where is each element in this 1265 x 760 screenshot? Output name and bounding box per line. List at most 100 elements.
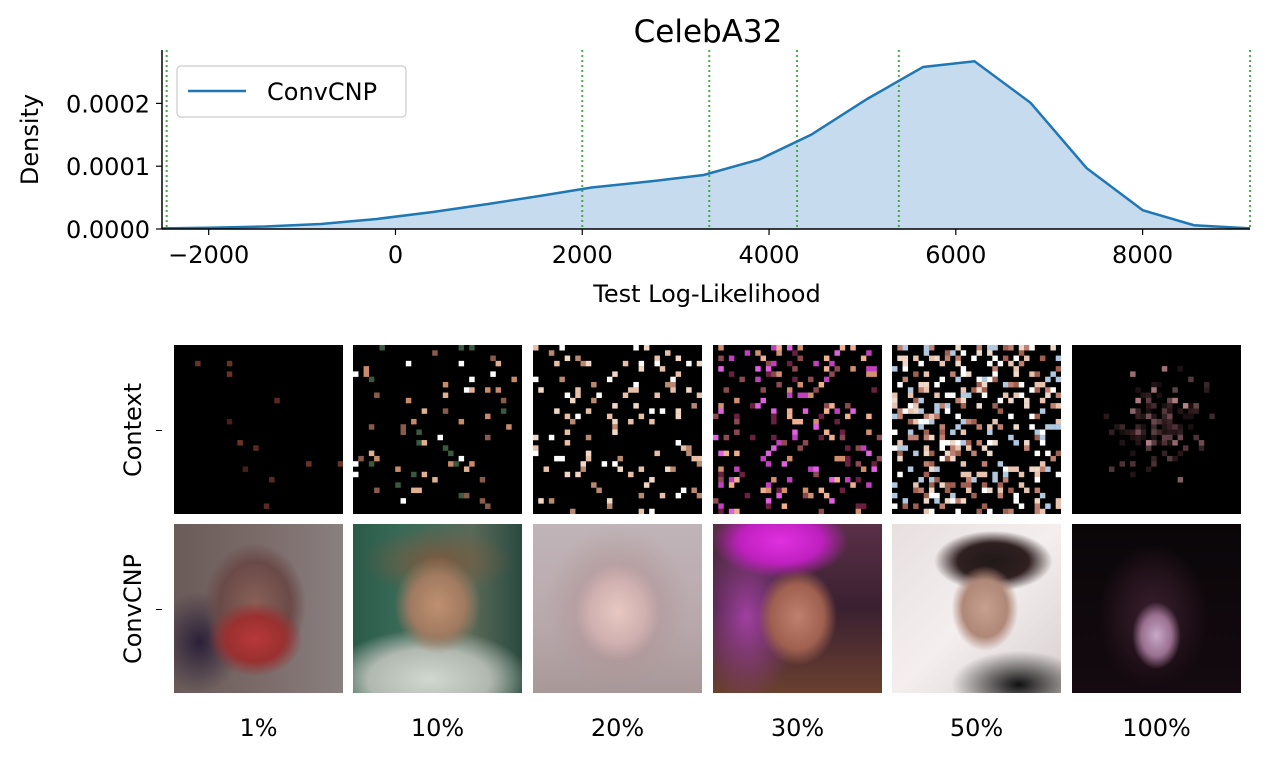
context-pixel <box>1024 440 1030 446</box>
context-pixel <box>960 392 967 399</box>
context-pixel <box>923 429 930 435</box>
context-pixel <box>734 413 740 420</box>
context-pixel <box>1055 355 1061 362</box>
context-pixel <box>554 360 560 367</box>
context-pixel <box>1135 413 1141 420</box>
context-pixel <box>1135 429 1141 435</box>
context-pixel <box>934 498 940 504</box>
context-pixel <box>585 360 592 367</box>
context-pixel <box>1029 424 1035 430</box>
context-pixel <box>834 350 840 356</box>
context-pixel <box>955 360 961 367</box>
context-pixel <box>992 418 998 425</box>
context-pixel <box>950 429 956 435</box>
context-pixel <box>902 355 909 362</box>
context-pixel <box>829 360 835 367</box>
context-pixel <box>765 366 772 372</box>
context-pixel <box>1177 434 1184 441</box>
context-pixel <box>923 445 930 451</box>
context-pixel <box>1209 413 1215 420</box>
context-pixel <box>928 434 935 441</box>
context-pixel <box>939 503 946 509</box>
context-pixel <box>713 498 719 504</box>
context-pixel <box>892 397 898 404</box>
context-pixel <box>781 487 788 494</box>
context-pixel <box>907 403 914 409</box>
context-pixel <box>696 455 702 462</box>
context-pixel <box>400 498 407 504</box>
context-pixel <box>923 498 930 504</box>
context-pixel <box>1167 455 1173 462</box>
context-pixel <box>686 445 692 451</box>
context-pixel <box>944 355 951 362</box>
context-pixel <box>855 461 862 467</box>
y-tick-label-0: 0.0000 <box>66 216 150 244</box>
context-pixel <box>918 487 924 494</box>
context-pixel <box>1034 498 1041 504</box>
context-pixel <box>1188 408 1194 414</box>
context-pixel <box>734 450 740 457</box>
context-pixel <box>923 434 930 441</box>
context-pixel <box>1188 413 1194 420</box>
context-pixel <box>839 434 846 441</box>
context-pixel <box>718 477 724 483</box>
context-pixel <box>934 477 940 483</box>
context-pixels <box>353 345 517 509</box>
context-pixel <box>1029 466 1035 472</box>
context-pixel <box>548 498 555 504</box>
context-pixel <box>1151 403 1157 409</box>
context-pixel <box>892 392 898 399</box>
context-pixel <box>997 482 1004 488</box>
context-pixel <box>1177 429 1184 435</box>
context-pixel <box>892 482 898 488</box>
context-pixel <box>939 429 946 435</box>
context-pixel <box>1161 450 1168 457</box>
context-pixel <box>1018 392 1025 399</box>
context-pixel <box>1167 408 1173 414</box>
context-pixel <box>680 487 687 494</box>
context-pixel <box>696 492 702 499</box>
context-pixel <box>437 434 443 441</box>
context-pixel <box>771 360 777 367</box>
context-pixel <box>897 450 903 457</box>
context-pixel <box>1135 440 1141 446</box>
context-pixel <box>950 350 956 356</box>
context-pixel <box>981 387 988 393</box>
context-pixel <box>987 345 993 351</box>
context-pixel <box>195 360 201 367</box>
context-pixel <box>897 445 903 451</box>
context-pixel <box>421 440 428 446</box>
context-pixel <box>776 440 782 446</box>
context-pixel <box>950 455 956 462</box>
context-pixel <box>866 429 872 435</box>
context-pixel <box>564 429 571 435</box>
context-pixel <box>485 434 491 441</box>
context-pixel <box>934 392 940 399</box>
context-pixel <box>269 477 275 483</box>
context-pixel <box>448 461 454 467</box>
context-pixel <box>643 345 650 351</box>
context-pixel <box>734 466 740 472</box>
context-pixel <box>675 492 682 499</box>
context-pixel <box>374 455 380 462</box>
context-pixel <box>902 503 909 509</box>
context-pixels <box>1103 366 1215 483</box>
context-pixel <box>591 482 597 488</box>
context-pixel <box>675 355 682 362</box>
context-pixel <box>1119 440 1126 446</box>
legend-box <box>176 65 407 118</box>
context-pixel <box>866 371 872 377</box>
context-pixel <box>960 403 967 409</box>
context-pixel <box>1140 392 1147 399</box>
context-pixel <box>776 345 782 351</box>
context-pixel <box>1055 403 1061 409</box>
context-pixel <box>907 418 914 425</box>
context-pixel <box>686 360 692 367</box>
context-pixel <box>871 461 877 467</box>
context-pixel <box>913 371 919 377</box>
context-pixel <box>1055 498 1061 504</box>
context-pixel <box>495 387 502 393</box>
prediction-image-50pct <box>892 524 1061 693</box>
legend-label: ConvCNP <box>267 78 377 106</box>
context-pixel <box>379 345 385 351</box>
